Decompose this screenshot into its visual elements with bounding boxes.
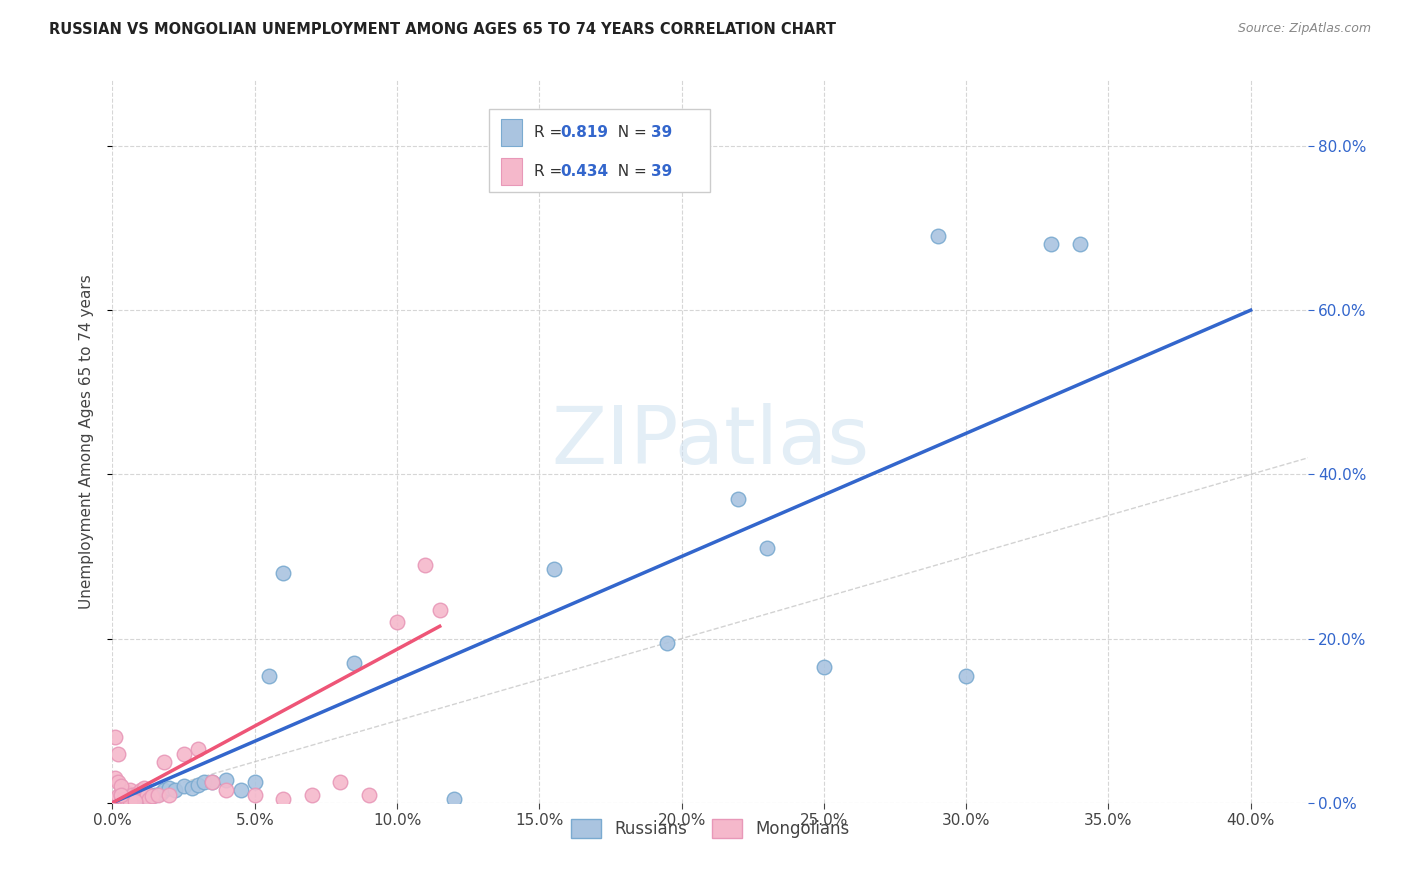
Point	[110, 780, 132, 794]
Point	[146, 788, 169, 802]
Point	[813, 660, 835, 674]
Point	[165, 783, 187, 797]
Point	[173, 747, 195, 761]
Text: R =: R =	[534, 164, 568, 179]
FancyBboxPatch shape	[489, 109, 710, 193]
Point	[955, 668, 977, 682]
Text: RUSSIAN VS MONGOLIAN UNEMPLOYMENT AMONG AGES 65 TO 74 YEARS CORRELATION CHART: RUSSIAN VS MONGOLIAN UNEMPLOYMENT AMONG …	[49, 22, 837, 37]
Point	[138, 788, 160, 802]
Point	[755, 541, 778, 556]
Point	[1040, 237, 1063, 252]
Point	[543, 562, 565, 576]
Point	[104, 730, 127, 744]
Point	[129, 783, 152, 797]
Text: ZIPatlas: ZIPatlas	[551, 402, 869, 481]
Point	[187, 742, 209, 756]
Point	[343, 657, 366, 671]
Point	[127, 788, 149, 802]
Point	[112, 790, 135, 805]
Point	[107, 793, 129, 807]
Point	[124, 790, 146, 805]
Point	[104, 771, 127, 785]
Point	[135, 789, 157, 804]
Point	[201, 775, 224, 789]
Text: 39: 39	[651, 164, 672, 179]
Point	[118, 783, 141, 797]
Point	[124, 789, 146, 804]
Point	[157, 788, 180, 802]
Point	[301, 788, 323, 802]
Point	[215, 772, 238, 787]
Point	[127, 786, 149, 800]
Point	[110, 788, 132, 802]
Text: 39: 39	[651, 125, 672, 140]
Point	[112, 791, 135, 805]
Point	[118, 791, 141, 805]
Point	[124, 794, 146, 808]
Text: Source: ZipAtlas.com: Source: ZipAtlas.com	[1237, 22, 1371, 36]
Point	[157, 780, 180, 795]
Legend: Russians, Mongolians: Russians, Mongolians	[564, 813, 856, 845]
Point	[415, 558, 437, 572]
Point	[138, 791, 160, 805]
Point	[429, 603, 451, 617]
Point	[115, 790, 138, 805]
Text: 0.819: 0.819	[561, 125, 609, 140]
Point	[141, 789, 163, 804]
Point	[104, 791, 127, 805]
Text: N =: N =	[609, 125, 652, 140]
Point	[927, 229, 949, 244]
Point	[443, 791, 465, 805]
Point	[107, 747, 129, 761]
Point	[132, 780, 155, 795]
Point	[727, 491, 749, 506]
Point	[193, 775, 215, 789]
Point	[271, 566, 294, 580]
Y-axis label: Unemployment Among Ages 65 to 74 years: Unemployment Among Ages 65 to 74 years	[79, 274, 94, 609]
Point	[112, 791, 135, 805]
Point	[107, 789, 129, 804]
Point	[271, 791, 294, 805]
Point	[115, 786, 138, 800]
Point	[152, 783, 174, 797]
Point	[152, 755, 174, 769]
Point	[201, 775, 224, 789]
Point	[657, 636, 679, 650]
Point	[257, 668, 280, 682]
Text: N =: N =	[609, 164, 652, 179]
Point	[135, 788, 157, 802]
FancyBboxPatch shape	[501, 158, 523, 186]
Point	[357, 788, 380, 802]
Point	[181, 780, 204, 795]
Text: 0.434: 0.434	[561, 164, 609, 179]
Point	[329, 775, 352, 789]
FancyBboxPatch shape	[501, 119, 523, 146]
Point	[229, 783, 252, 797]
Point	[173, 780, 195, 794]
Point	[121, 789, 143, 804]
Point	[107, 775, 129, 789]
Point	[143, 788, 166, 802]
Point	[243, 775, 266, 789]
Point	[121, 788, 143, 802]
Point	[110, 788, 132, 802]
Point	[385, 615, 408, 630]
Point	[1069, 237, 1091, 252]
Point	[129, 789, 152, 803]
Point	[110, 792, 132, 806]
Point	[215, 783, 238, 797]
Point	[187, 778, 209, 792]
Point	[104, 792, 127, 806]
Point	[149, 786, 172, 800]
Text: R =: R =	[534, 125, 568, 140]
Point	[132, 788, 155, 802]
Point	[243, 788, 266, 802]
Point	[115, 793, 138, 807]
Point	[118, 794, 141, 808]
